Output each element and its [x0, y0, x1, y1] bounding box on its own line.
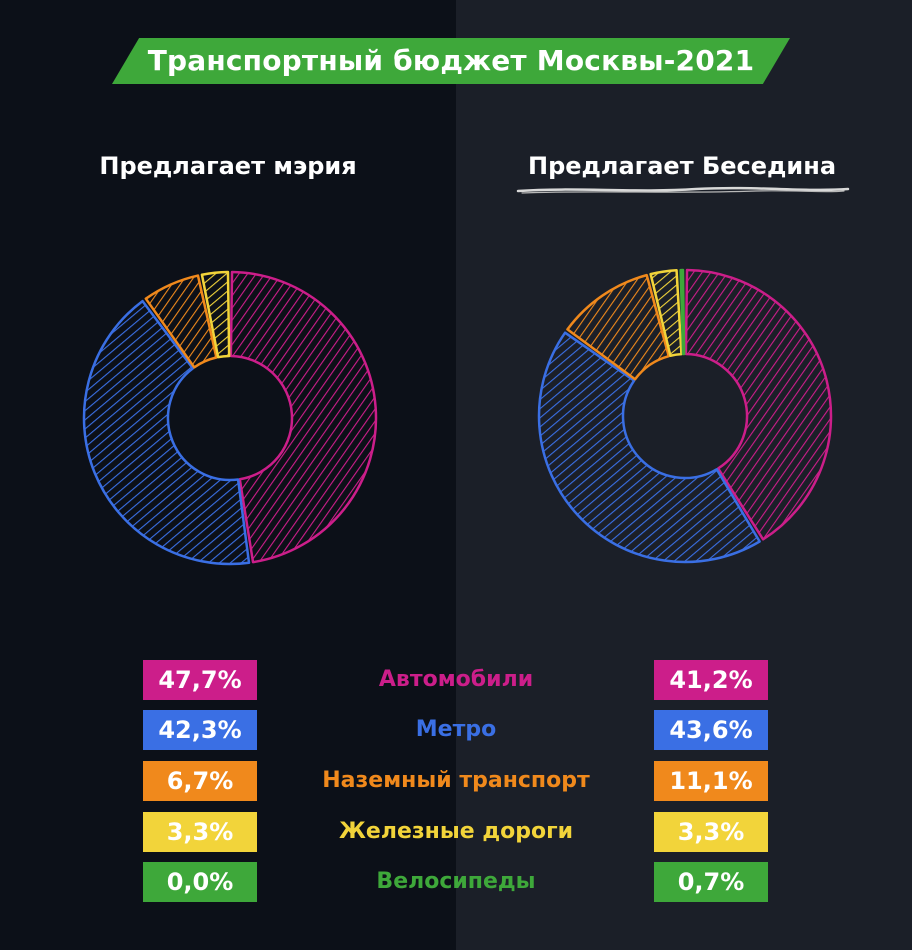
besedina-slice-automobiles [684, 268, 833, 541]
category-label-surface-transport: Наземный транспорт [322, 768, 590, 793]
category-label-metro: Метро [415, 717, 497, 742]
besedina-value-surface-transport: 11,1% [654, 761, 768, 801]
right-chart-subtitle: Предлагает Беседина [527, 152, 837, 180]
besedina-value-bicycles: 0,7% [654, 862, 768, 902]
category-label-railways: Железные дороги [339, 819, 573, 844]
legend-row-automobiles: 47,7% Автомобили 41,2% [0, 660, 912, 700]
category-label-bicycles: Велосипеды [376, 869, 536, 894]
besedina-value-automobiles: 41,2% [654, 660, 768, 700]
category-label-automobiles: Автомобили [378, 667, 534, 692]
besedina-slice-bicycles [679, 268, 686, 356]
besedina-value-railways: 3,3% [654, 812, 768, 852]
donut-chart-besedina [537, 268, 833, 564]
right-subtitle-underline [516, 186, 850, 194]
mayor-slice-surface-transport [144, 274, 218, 369]
chart-title: Транспортный бюджет Москвы-2021 [147, 44, 755, 77]
besedina-value-metro: 43,6% [654, 710, 768, 750]
mayor-slice-automobiles [229, 270, 378, 564]
mayor-slice-railways [200, 270, 231, 359]
legend-row-surface-transport: 6,7% Наземный транспорт 11,1% [0, 761, 912, 801]
legend-row-bicycles: 0,0% Велосипеды 0,7% [0, 862, 912, 902]
donut-chart-mayor [82, 270, 378, 566]
mayor-value-surface-transport: 6,7% [143, 761, 257, 801]
legend-row-railways: 3,3% Железные дороги 3,3% [0, 812, 912, 852]
title-banner [112, 38, 790, 84]
besedina-slice-metro [537, 331, 761, 564]
mayor-value-metro: 42,3% [143, 710, 257, 750]
mayor-value-bicycles: 0,0% [143, 862, 257, 902]
mayor-value-automobiles: 47,7% [143, 660, 257, 700]
besedina-slice-railways [649, 268, 683, 357]
left-chart-subtitle: Предлагает мэрия [99, 152, 357, 180]
besedina-slice-surface-transport [566, 273, 670, 381]
legend-row-metro: 42,3% Метро 43,6% [0, 710, 912, 750]
mayor-slice-metro [82, 299, 251, 566]
mayor-value-railways: 3,3% [143, 812, 257, 852]
